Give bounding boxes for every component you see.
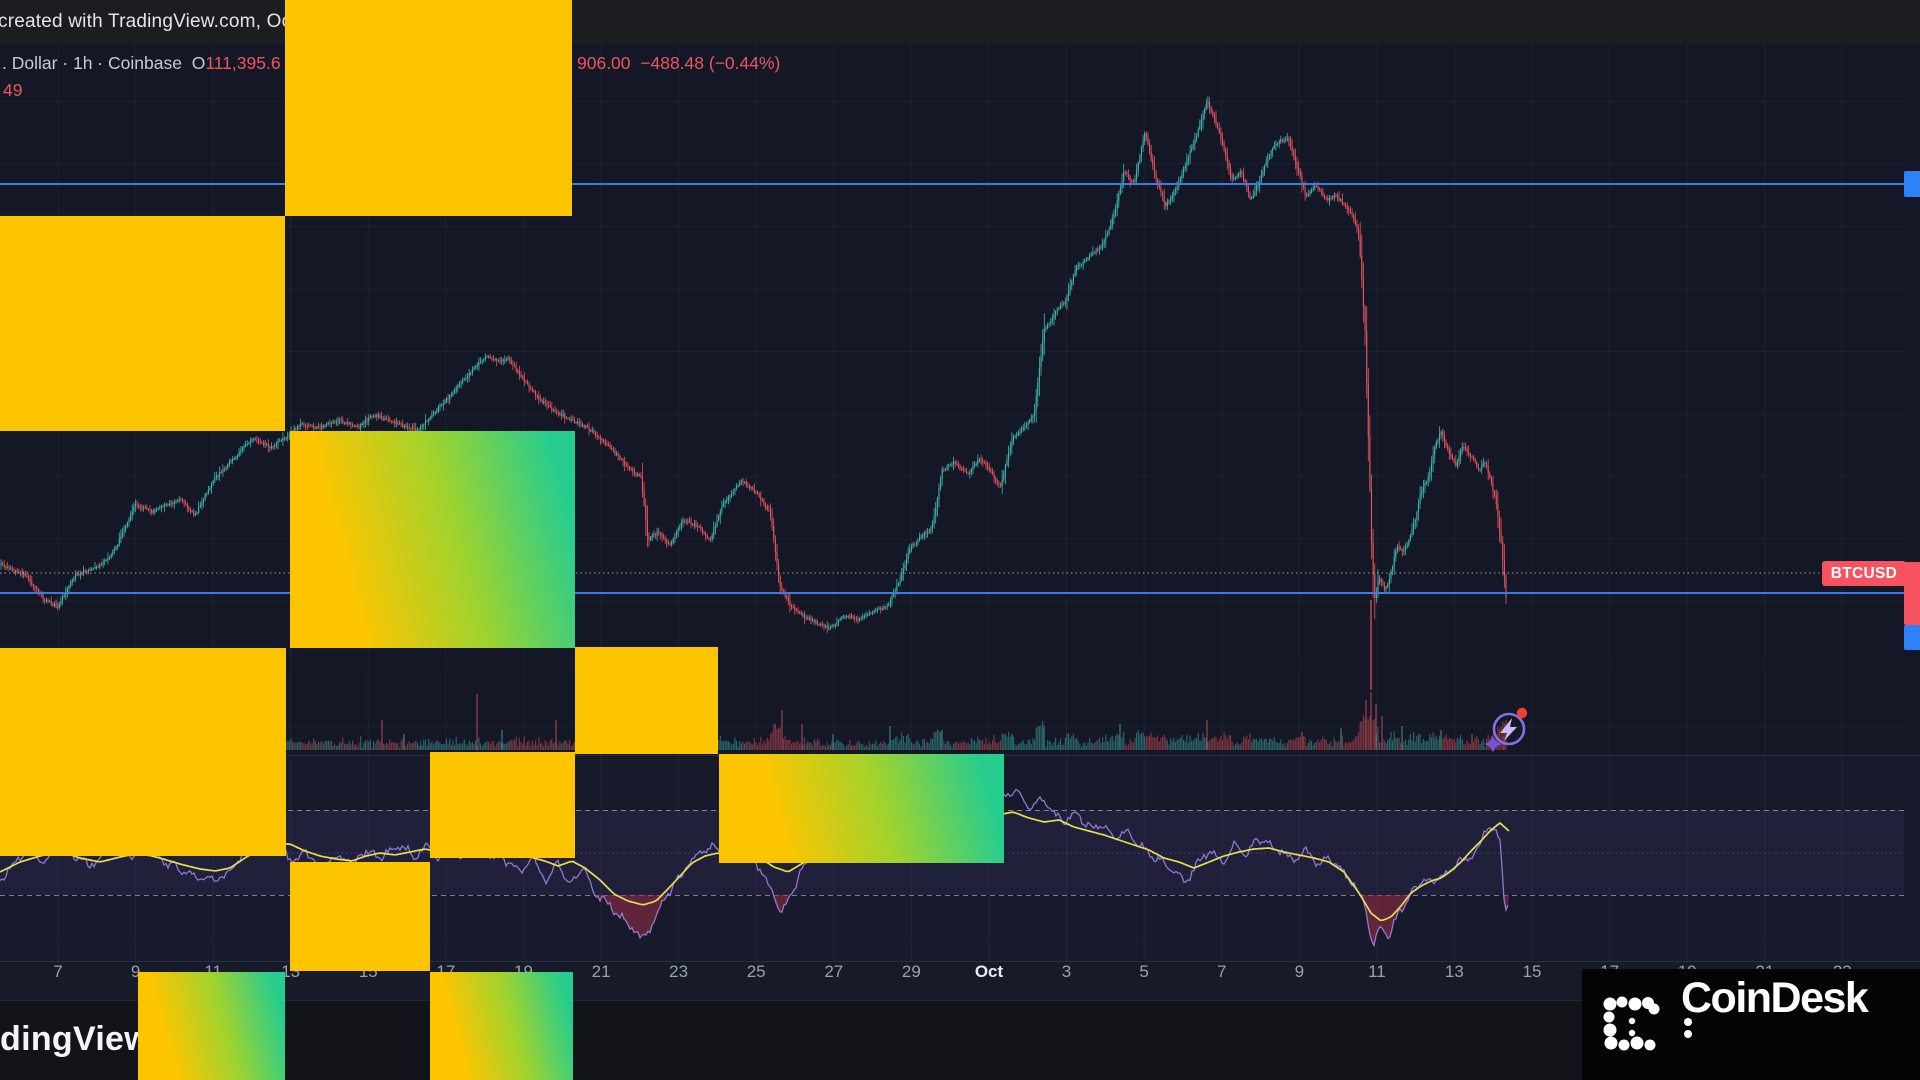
redaction-block [719, 754, 1004, 863]
x-axis-label: 15 [1522, 962, 1542, 981]
x-axis-label: 23 [669, 962, 689, 981]
x-axis-label: 3 [1061, 962, 1072, 981]
symbol-legend: . Dollar · 1h · Coinbase O111,395.6 [2, 53, 281, 74]
x-axis-label: 7 [1216, 962, 1227, 981]
x-axis-label: 13 [1444, 962, 1464, 981]
x-axis-label: Oct [974, 962, 1004, 981]
coindesk-logo[interactable]: CoinDesk [1582, 969, 1920, 1080]
x-axis-label: 7 [53, 962, 63, 981]
redaction-block [138, 972, 285, 1080]
change-value: −488.48 (−0.44%) [640, 53, 781, 73]
close-value: 906.00 [577, 53, 631, 73]
legend-fragment: 49 [3, 80, 23, 100]
redaction-block [0, 648, 286, 856]
attribution-text: created with TradingView.com, Oct [0, 11, 297, 32]
open-value: 111,395.6 [205, 53, 281, 73]
btcusd-price-label[interactable]: BTCUSD [1822, 561, 1906, 586]
coindesk-mark-icon [1603, 996, 1692, 1051]
x-axis-label: 27 [824, 962, 844, 981]
redaction-block [0, 216, 285, 431]
blue-price-tag [1904, 171, 1920, 197]
close-change-legend: 906.00 −488.48 (−0.44%) [577, 53, 780, 74]
coindesk-wordmark: CoinDesk [1681, 974, 1869, 1022]
x-axis-label: 11 [1368, 962, 1386, 981]
redaction-block [430, 752, 575, 858]
redaction-block [290, 862, 430, 971]
red-price-tag [1904, 562, 1920, 625]
x-axis-label: 9 [1294, 962, 1305, 981]
symbol-text: . Dollar · 1h · Coinbase [2, 53, 182, 73]
blue-price-tag [1904, 625, 1920, 650]
tradingview-watermark[interactable]: dingView [0, 1020, 152, 1058]
sparkle-lightning-icon[interactable] [1484, 706, 1530, 754]
x-axis-label: 25 [746, 962, 766, 981]
x-axis-label: 21 [591, 962, 611, 981]
x-axis-label: 9 [130, 962, 141, 981]
redaction-block [290, 431, 575, 648]
redaction-block [285, 0, 572, 216]
redaction-block [430, 972, 573, 1080]
open-label: O [191, 53, 206, 73]
x-axis-label: 29 [901, 962, 921, 981]
x-axis-label: 5 [1139, 962, 1149, 981]
redaction-block [575, 647, 718, 754]
